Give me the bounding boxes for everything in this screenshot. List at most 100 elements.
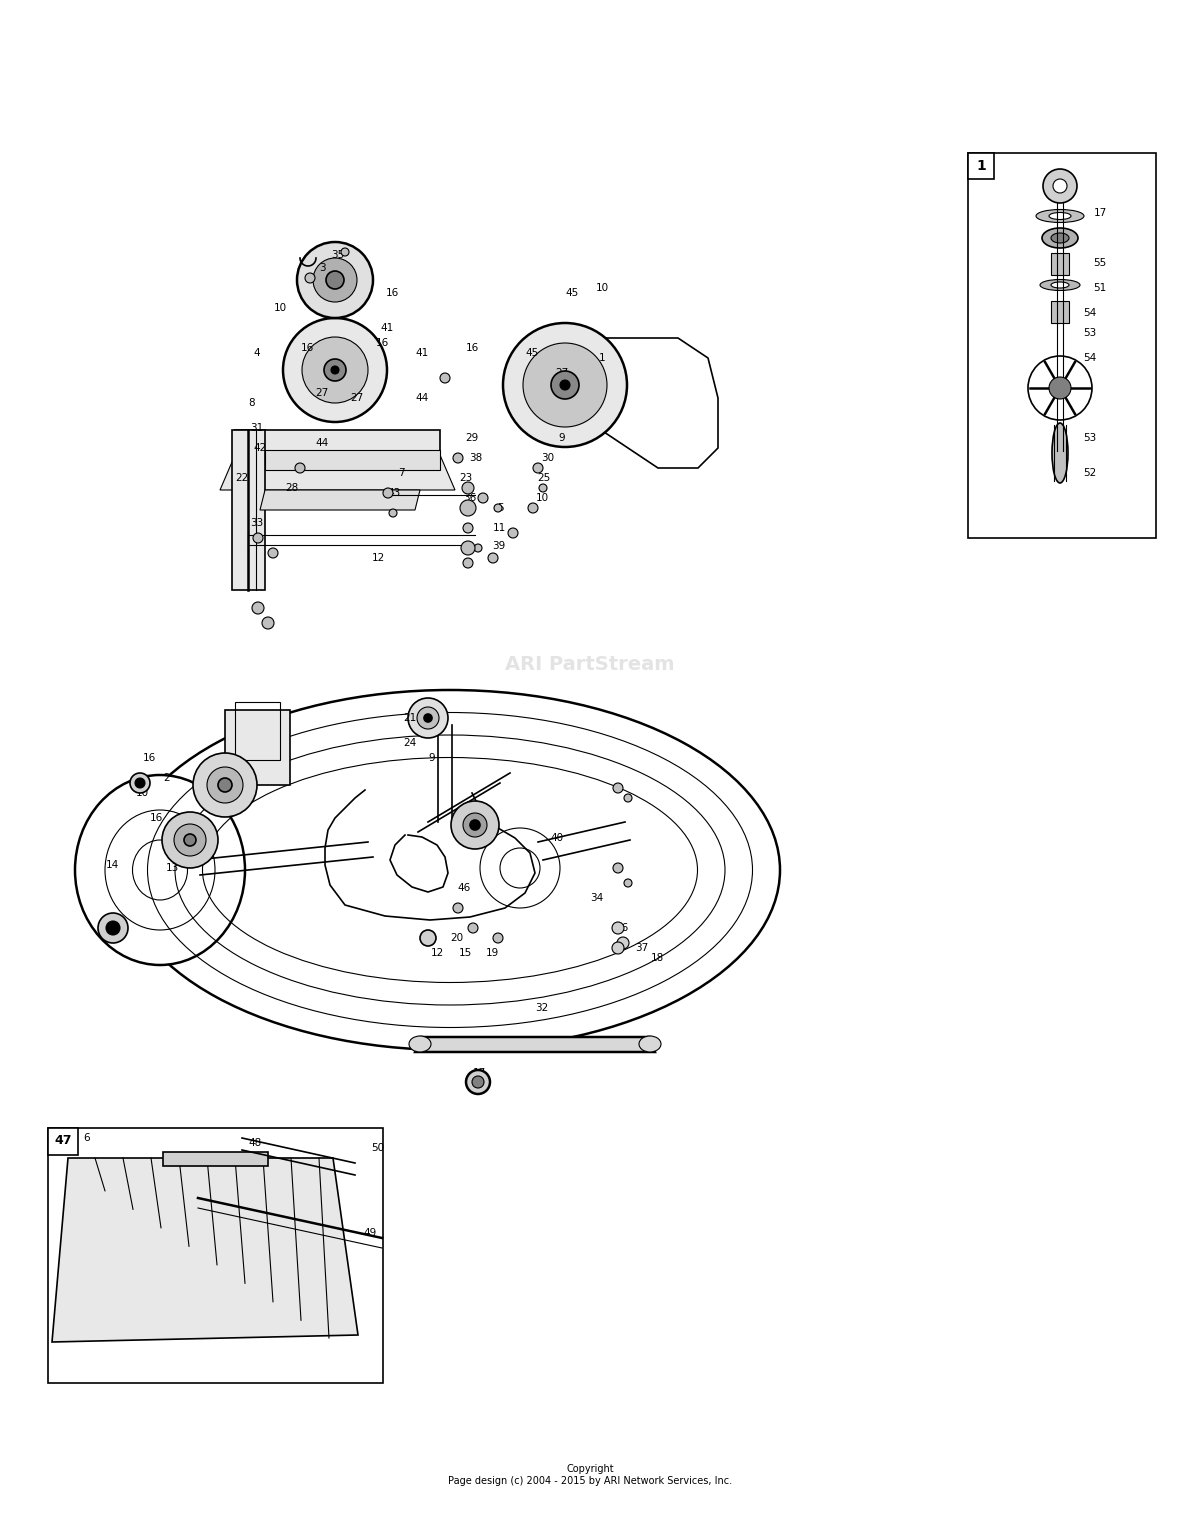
Ellipse shape [1036,209,1084,223]
Text: 30: 30 [542,454,555,463]
Ellipse shape [120,690,780,1051]
Polygon shape [235,431,440,455]
Circle shape [420,930,435,947]
Text: 4: 4 [254,348,261,357]
Circle shape [523,344,607,428]
Polygon shape [415,1037,655,1052]
Circle shape [509,528,518,538]
Text: 16: 16 [386,289,399,298]
Circle shape [489,553,498,563]
Text: Copyright
Page design (c) 2004 - 2015 by ARI Network Services, Inc.: Copyright Page design (c) 2004 - 2015 by… [448,1464,732,1486]
Circle shape [408,698,448,738]
Text: 35: 35 [332,250,345,260]
Text: 10: 10 [136,788,149,799]
Text: 2: 2 [164,773,170,783]
Text: 28: 28 [286,483,299,493]
Circle shape [283,318,387,421]
Text: 7: 7 [398,467,405,478]
Circle shape [98,913,127,944]
Circle shape [463,483,474,495]
Circle shape [297,241,373,318]
Ellipse shape [640,1035,661,1052]
Circle shape [463,524,473,533]
Circle shape [539,484,548,492]
Text: 38: 38 [470,454,483,463]
Text: 31: 31 [250,423,263,434]
Text: 47: 47 [54,1135,72,1147]
Text: 25: 25 [537,473,551,483]
Circle shape [453,454,463,463]
Circle shape [304,273,315,282]
Circle shape [1053,179,1067,192]
Ellipse shape [1040,279,1080,290]
Text: 12: 12 [431,948,444,957]
Circle shape [440,373,450,383]
Text: 27: 27 [315,388,328,399]
Text: 9: 9 [558,434,565,443]
Text: 22: 22 [235,473,249,483]
Text: 19: 19 [485,948,499,957]
Text: 51: 51 [1094,282,1107,293]
Ellipse shape [1051,282,1069,289]
Ellipse shape [76,776,245,965]
Ellipse shape [1051,234,1069,243]
Circle shape [106,921,120,935]
Circle shape [341,247,349,257]
Circle shape [466,1070,490,1093]
Ellipse shape [409,1035,431,1052]
Text: 27: 27 [556,368,569,379]
Text: 16: 16 [301,344,314,353]
Circle shape [162,812,218,867]
Text: 43: 43 [387,489,401,498]
Text: 26: 26 [616,922,629,933]
Circle shape [302,337,368,403]
Text: 14: 14 [105,860,119,870]
Bar [48,1128,78,1154]
Text: 39: 39 [492,541,505,551]
Text: 36: 36 [464,493,477,502]
Circle shape [295,463,304,473]
Circle shape [493,933,503,944]
Text: 53: 53 [1083,328,1096,337]
Text: 16: 16 [375,337,388,348]
Circle shape [451,802,499,849]
Text: 10: 10 [536,493,549,502]
Circle shape [268,548,278,557]
Circle shape [461,541,476,554]
Bar [1051,253,1069,275]
Circle shape [424,715,432,722]
Text: 17: 17 [1094,208,1107,218]
Text: 9: 9 [428,753,435,764]
Text: 16: 16 [143,753,156,764]
Circle shape [472,1077,484,1089]
Circle shape [417,707,439,728]
Text: 5: 5 [497,502,504,513]
Bar [163,1151,268,1167]
Circle shape [460,499,476,516]
Text: 16: 16 [465,344,479,353]
Circle shape [194,753,257,817]
Circle shape [135,777,145,788]
Circle shape [468,922,478,933]
Text: 11: 11 [492,524,505,533]
Text: 27: 27 [350,392,363,403]
Circle shape [384,489,393,498]
Ellipse shape [1053,423,1068,483]
Circle shape [262,617,274,629]
Circle shape [313,258,358,302]
Circle shape [1049,377,1071,399]
Text: 52: 52 [1083,467,1096,478]
Text: 10: 10 [274,302,287,313]
Text: 10: 10 [596,282,609,293]
Text: 3: 3 [319,263,326,273]
Text: 6: 6 [84,1133,91,1144]
Text: 24: 24 [404,738,417,748]
Text: 20: 20 [451,933,464,944]
Text: 18: 18 [650,953,663,964]
Circle shape [130,773,150,793]
Text: 21: 21 [404,713,417,722]
Text: 40: 40 [550,834,564,843]
Circle shape [624,880,632,887]
Text: 32: 32 [536,1003,549,1012]
Text: 16: 16 [150,812,163,823]
